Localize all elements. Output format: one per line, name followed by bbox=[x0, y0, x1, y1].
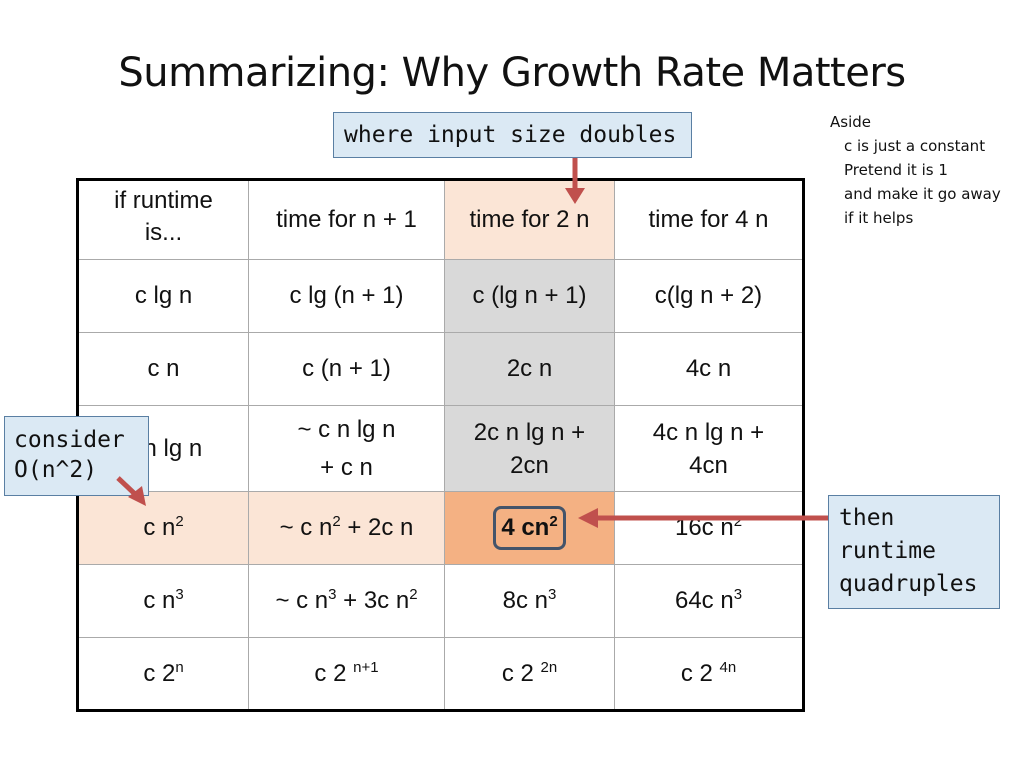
table-cell: ~ c n2 + 2c n bbox=[248, 491, 445, 565]
aside-heading: Aside bbox=[830, 113, 871, 131]
table-row: c lg n c lg (n + 1) c (lg n + 1) c(lg n … bbox=[76, 259, 805, 333]
callout-input-doubles: where input size doubles bbox=[333, 112, 692, 158]
callout-line: consider bbox=[14, 427, 125, 453]
table-cell: 2c n bbox=[444, 332, 615, 406]
table-cell: c (lg n + 1) bbox=[444, 259, 615, 333]
callout-then-quadruples: then runtime quadruples bbox=[828, 495, 1000, 609]
table-row: c 2n c 2 n+1 c 2 2n c 2 4n bbox=[76, 637, 805, 712]
table-cell: c 2n bbox=[76, 637, 249, 712]
aside-line: if it helps bbox=[844, 209, 914, 227]
callout-consider: consider O(n^2) bbox=[4, 416, 149, 496]
callout-line: quadruples bbox=[839, 571, 978, 597]
table-cell: ~ c n3 + 3c n2 bbox=[248, 564, 445, 638]
aside-note: Aside c is just a constant Pretend it is… bbox=[830, 110, 1001, 230]
table-row: c n3 ~ c n3 + 3c n2 8c n3 64c n3 bbox=[76, 564, 805, 638]
table-cell: 4c n bbox=[614, 332, 805, 406]
table-cell: c lg (n + 1) bbox=[248, 259, 445, 333]
callout-line: runtime bbox=[839, 538, 936, 564]
table-cell: 16c n2 bbox=[614, 491, 805, 565]
header-cell: time for n + 1 bbox=[248, 178, 445, 260]
table-cell: c 2 4n bbox=[614, 637, 805, 712]
callout-text: where input size doubles bbox=[344, 122, 677, 148]
table-cell: ~ c n lg n + c n bbox=[248, 405, 445, 492]
table-cell: c (n + 1) bbox=[248, 332, 445, 406]
table-cell-highlighted: 4 cn2 bbox=[444, 491, 615, 565]
table-cell: c(lg n + 2) bbox=[614, 259, 805, 333]
callout-line: O(n^2) bbox=[14, 457, 98, 483]
table-cell: c 2 2n bbox=[444, 637, 615, 712]
header-cell: time for 2 n bbox=[444, 178, 615, 260]
table-cell: c n bbox=[76, 332, 249, 406]
growth-rate-table: if runtime is... time for n + 1 time for… bbox=[76, 178, 805, 712]
slide-title: Summarizing: Why Growth Rate Matters bbox=[118, 50, 906, 96]
cell-line: ~ c n lg n bbox=[297, 415, 396, 443]
highlight-box: 4 cn2 bbox=[493, 506, 566, 550]
table-cell: 64c n3 bbox=[614, 564, 805, 638]
table-cell: 4c n lg n + 4cn bbox=[614, 405, 805, 492]
table-cell: c n2 bbox=[76, 491, 249, 565]
table-header-row: if runtime is... time for n + 1 time for… bbox=[76, 178, 805, 260]
table-cell: c n3 bbox=[76, 564, 249, 638]
header-cell: if runtime is... bbox=[76, 178, 249, 260]
cell-line: + c n bbox=[320, 453, 373, 481]
table-cell: c lg n bbox=[76, 259, 249, 333]
callout-line: then bbox=[839, 505, 895, 531]
table-cell: 8c n3 bbox=[444, 564, 615, 638]
aside-line: c is just a constant bbox=[844, 137, 986, 155]
table-row: c n2 ~ c n2 + 2c n 4 cn2 16c n2 bbox=[76, 491, 805, 565]
table-cell: 2c n lg n + 2cn bbox=[444, 405, 615, 492]
table-cell: c 2 n+1 bbox=[248, 637, 445, 712]
header-cell: time for 4 n bbox=[614, 178, 805, 260]
aside-line: Pretend it is 1 bbox=[844, 161, 948, 179]
table-row: c n lg n ~ c n lg n + c n 2c n lg n + 2c… bbox=[76, 405, 805, 492]
aside-line: and make it go away bbox=[844, 185, 1001, 203]
table-row: c n c (n + 1) 2c n 4c n bbox=[76, 332, 805, 406]
